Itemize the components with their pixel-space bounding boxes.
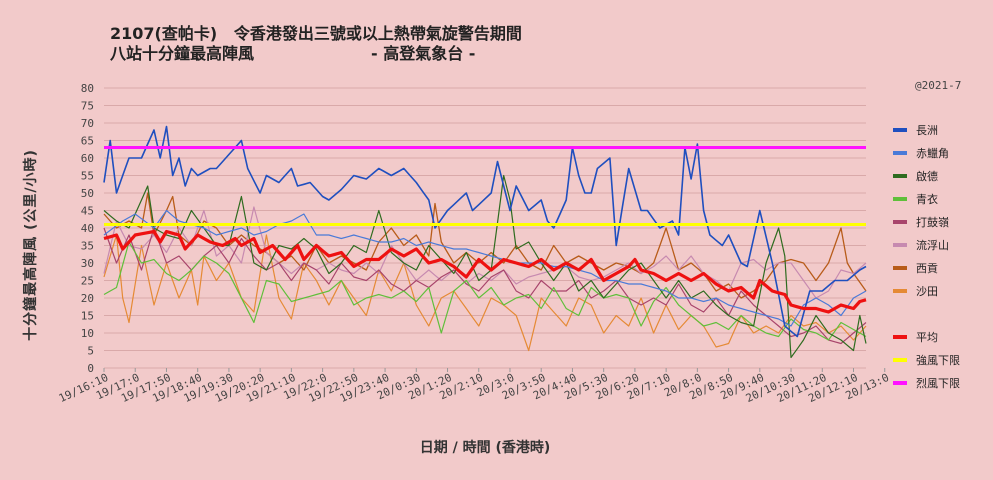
legend-label: 赤鱲角 <box>916 147 949 160</box>
legend-label: 強風下限 <box>916 354 960 367</box>
legend-label: 烈風下限 <box>916 377 960 390</box>
y-tick-label: 20 <box>81 292 94 305</box>
y-tick-label: 70 <box>81 117 94 130</box>
series-line-3 <box>103 174 867 359</box>
y-tick-label: 55 <box>81 170 94 183</box>
series-line-9 <box>103 229 867 314</box>
legend-swatch <box>893 151 907 155</box>
legend-label: 長洲 <box>916 124 938 137</box>
legend-item: 流浮山 <box>893 237 949 253</box>
legend-label: 西貢 <box>916 262 938 275</box>
chart-title-line2: 八站十分鐘最高陣風 - 高登氣象台 - <box>110 44 476 63</box>
series-line-4 <box>103 241 867 341</box>
legend-item: 打鼓嶺 <box>893 214 949 230</box>
y-tick-label: 15 <box>81 310 94 323</box>
legend-label: 啟德 <box>916 170 938 183</box>
chart-title-line1: 2107(查帕卡) 令香港發出三號或以上熱帶氣旋警告期間 <box>110 24 522 43</box>
y-tick-label: 25 <box>81 275 94 288</box>
y-tick-label: 50 <box>81 187 94 200</box>
legend-swatch <box>893 358 907 362</box>
legend-swatch <box>893 335 907 339</box>
legend-swatch <box>893 128 907 132</box>
legend-label: 平均 <box>916 331 938 344</box>
x-axis-title: 日期 / 時間 (香港時) <box>419 440 551 456</box>
y-tick-label: 65 <box>81 135 94 148</box>
legend-swatch <box>893 197 907 201</box>
legend-label: 沙田 <box>916 285 938 298</box>
legend-item: 赤鱲角 <box>893 145 949 161</box>
y-tick-label: 30 <box>81 257 94 270</box>
y-axis-title: 十分鐘最高陣風 (公里/小時) <box>23 149 39 341</box>
y-tick-label: 75 <box>81 100 94 113</box>
legend-swatch <box>893 381 907 385</box>
legend-swatch <box>893 220 907 224</box>
legend-item: 西貢 <box>893 260 938 276</box>
y-tick-label: 40 <box>81 222 94 235</box>
legend-item: 青衣 <box>893 191 938 207</box>
legend-item: 長洲 <box>893 122 938 138</box>
legend-item: 烈風下限 <box>893 375 960 391</box>
legend-swatch <box>893 289 907 293</box>
series-line-5 <box>103 227 867 345</box>
legend-label: 流浮山 <box>916 239 949 252</box>
legend-swatch <box>893 174 907 178</box>
series-line-6 <box>103 206 867 299</box>
legend-item: 沙田 <box>893 283 938 299</box>
y-tick-label: 5 <box>87 345 94 358</box>
legend-item: 啟德 <box>893 168 938 184</box>
y-tick-label: 35 <box>81 240 94 253</box>
series-line-2 <box>103 209 867 327</box>
y-tick-label: 0 <box>87 362 94 375</box>
copyright-label: @2021-7 <box>915 79 962 92</box>
y-tick-label: 10 <box>81 327 94 340</box>
legend-swatch <box>893 266 907 270</box>
y-tick-label: 80 <box>81 82 94 95</box>
y-tick-label: 60 <box>81 152 94 165</box>
series-line-8 <box>103 234 867 352</box>
legend-item: 強風下限 <box>893 352 960 368</box>
series-line-1 <box>103 125 867 338</box>
legend-label: 打鼓嶺 <box>916 216 949 229</box>
y-tick-label: 45 <box>81 205 94 218</box>
legend-label: 青衣 <box>916 193 938 206</box>
legend-swatch <box>893 243 907 247</box>
legend-item: 平均 <box>893 329 938 345</box>
